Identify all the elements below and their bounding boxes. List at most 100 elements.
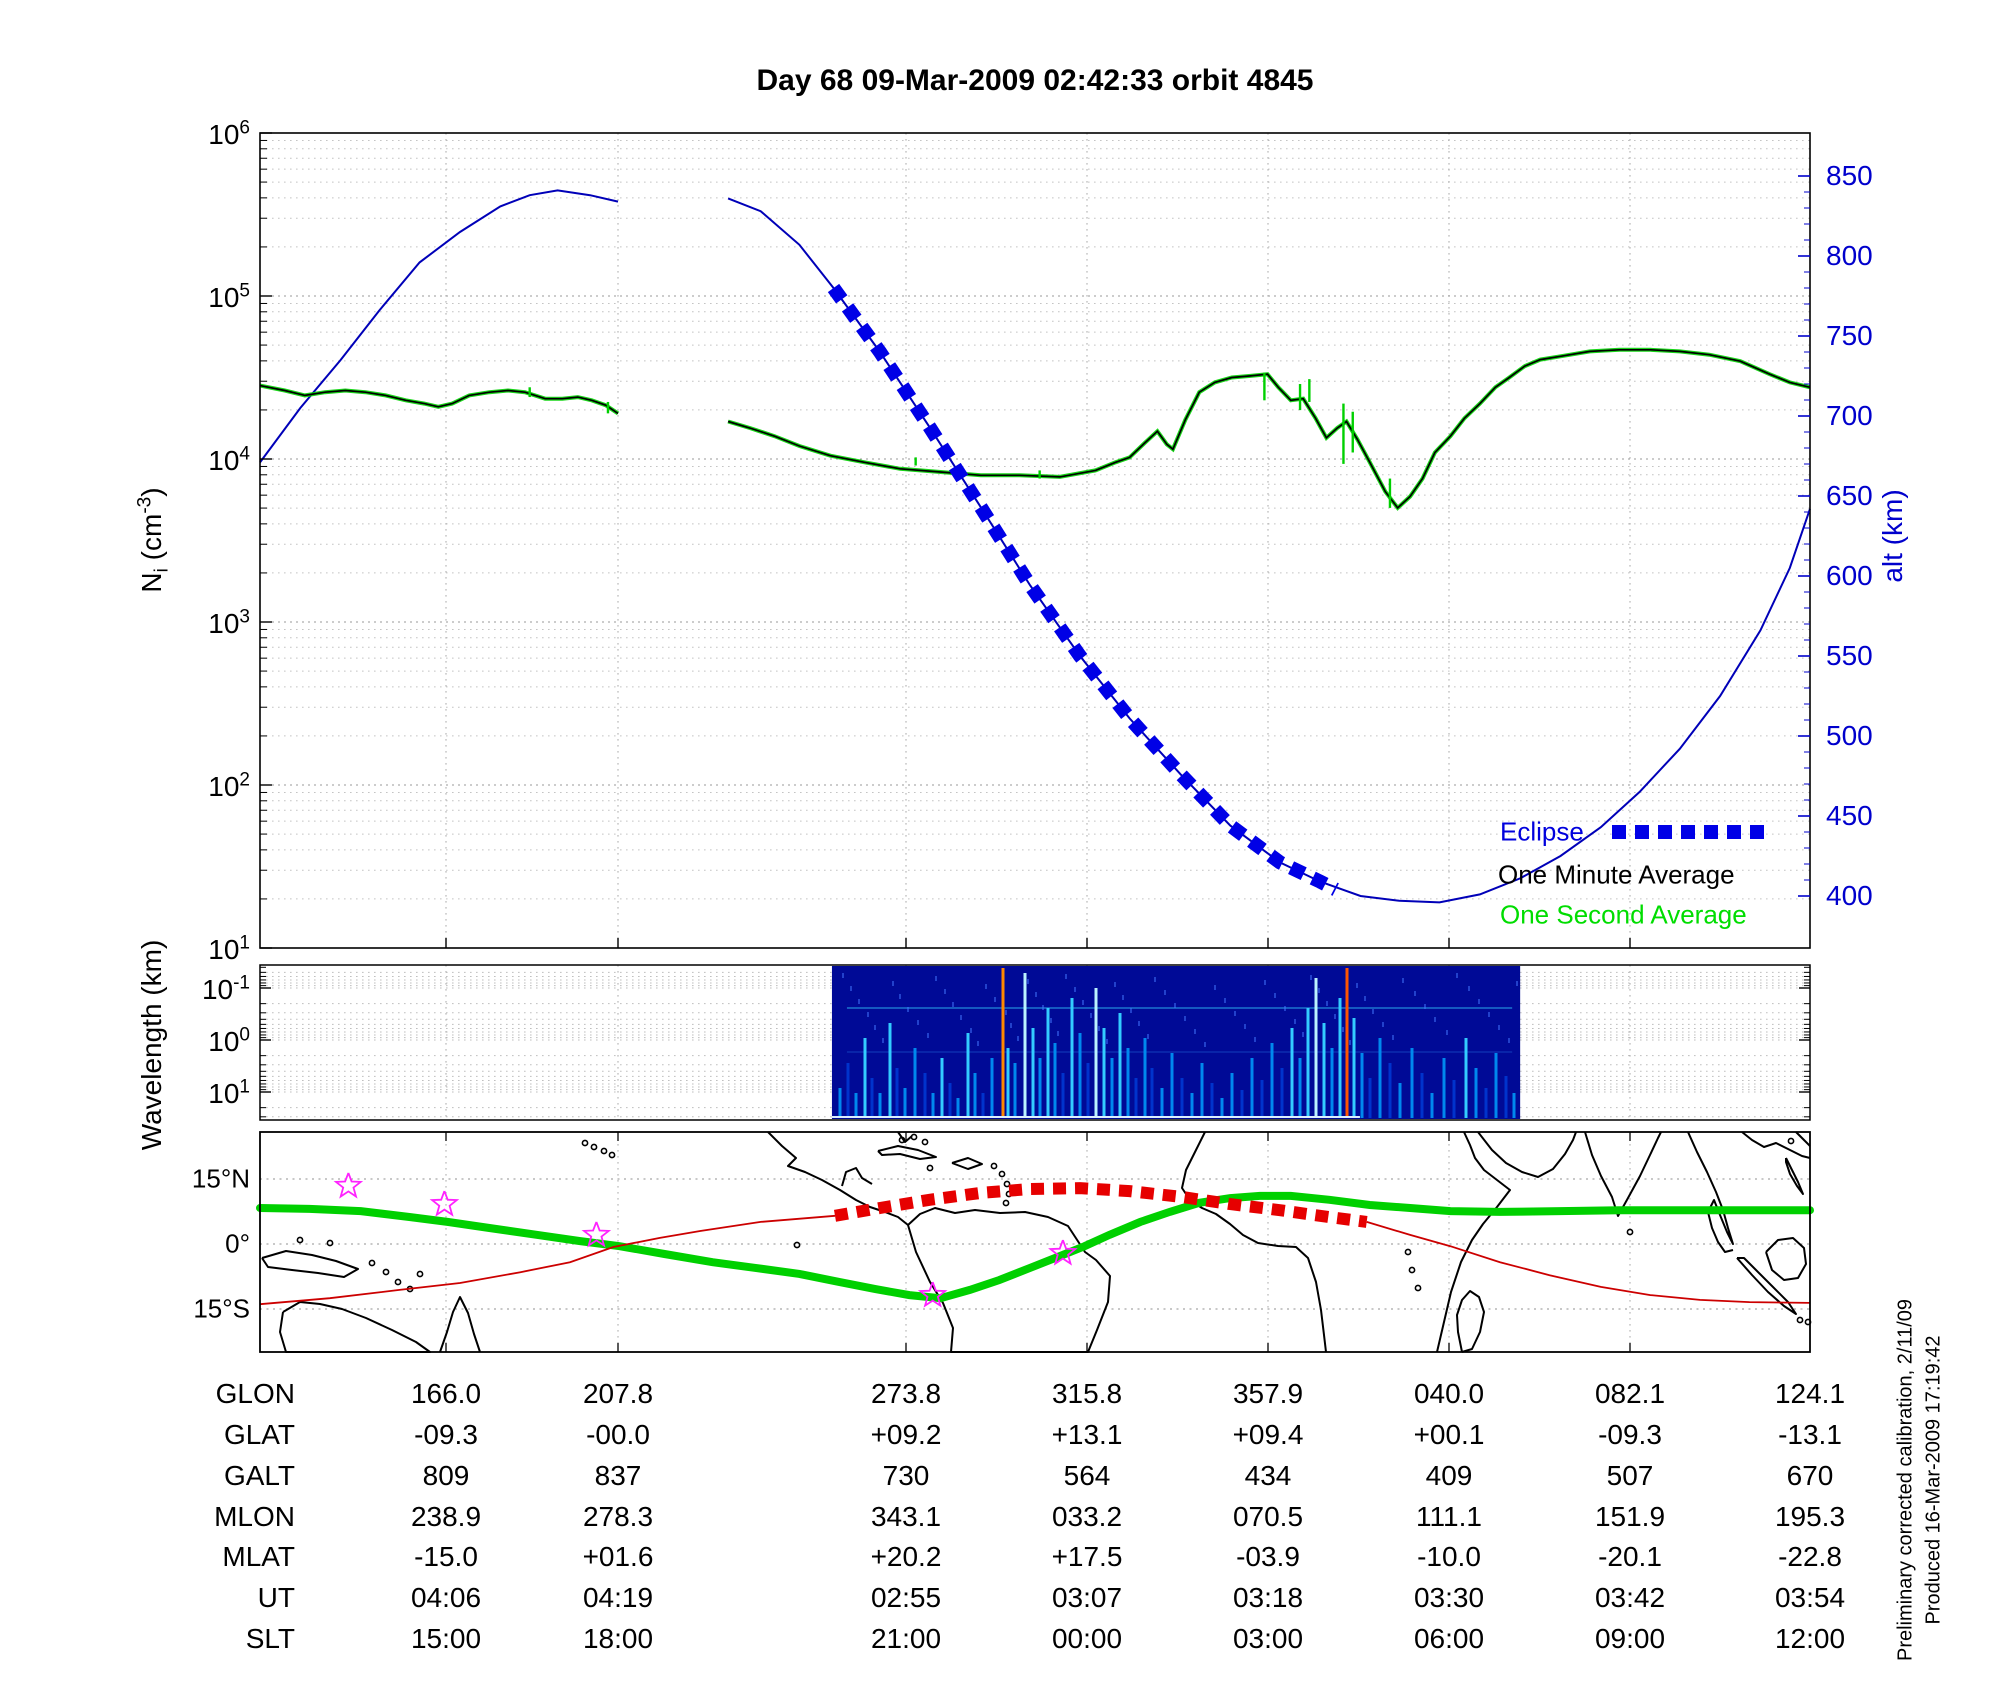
footer-calibration-note: Preliminary corrected calibration, 2/11/… (1894, 1298, 1917, 1662)
island-dot (600, 1147, 608, 1155)
top-plot-frame (259, 132, 1811, 949)
table-row-label-ut: UT (257, 1582, 295, 1613)
coastline (951, 1157, 983, 1170)
table-cell-glon-1: 207.8 (582, 1378, 654, 1409)
island-dot (921, 1138, 929, 1146)
coastline (1436, 1131, 1511, 1353)
spectrogram-speckle (1424, 1004, 1426, 1009)
spectrogram-speckle (1090, 1013, 1092, 1018)
coastline (1765, 1237, 1807, 1281)
legend-one-second-average: One Second Average (1500, 899, 1747, 930)
spectrogram-speckle (892, 981, 894, 986)
table-cell-glon-0: 166.0 (410, 1378, 482, 1409)
island-dot (926, 1164, 934, 1172)
island-dot (608, 1151, 616, 1159)
spectrogram-frame (259, 964, 1811, 1121)
table-cell-mlat-6: -20.1 (1598, 1541, 1662, 1572)
island-dot (581, 1139, 589, 1147)
island-dot (910, 1133, 918, 1141)
table-cell-mlon-2: 343.1 (870, 1501, 942, 1532)
table-cell-mlat-1: +01.6 (582, 1541, 654, 1572)
table-cell-mlat-2: +20.2 (870, 1541, 942, 1572)
island-dot (368, 1259, 376, 1267)
table-cell-ut-7: 03:54 (1774, 1582, 1846, 1613)
coastline (261, 1250, 359, 1278)
wavelength-spectrogram (259, 964, 1811, 1121)
map-frame (259, 1131, 1811, 1353)
ytick-alt-750: 750 (1826, 320, 1873, 351)
coastline (1741, 1131, 1811, 1159)
ytick-wavelength-10e0: 100 (208, 1024, 250, 1057)
ytick-density-10e2: 102 (208, 769, 250, 802)
spectrogram-speckle (1130, 1008, 1132, 1013)
coastline (1736, 1257, 1797, 1315)
spectrogram-speckle (1174, 1003, 1176, 1008)
spectrogram-speckle (1138, 1021, 1140, 1026)
spectrogram-speckle (907, 1007, 909, 1012)
spectrogram-speckle (1057, 1031, 1059, 1036)
spectrogram-speckle (1017, 1036, 1019, 1041)
spectrogram-speckle (1074, 987, 1076, 992)
table-cell-glat-3: +13.1 (1051, 1419, 1123, 1450)
altitude-curve-seg2 (727, 197, 1811, 904)
table-cell-ut-1: 04:19 (582, 1582, 654, 1613)
spectrogram-speckle (1234, 1011, 1236, 1016)
one-minute-average-curve (727, 348, 1811, 510)
ytick-density-10e4: 104 (208, 443, 250, 476)
ytick-alt-700: 700 (1826, 400, 1873, 431)
island-dot (326, 1239, 334, 1247)
spectrogram-speckle (1372, 1009, 1374, 1014)
spectrogram-speckle (1050, 1018, 1052, 1023)
table-cell-slt-4: 03:00 (1232, 1623, 1304, 1654)
table-cell-galt-4: 434 (1244, 1460, 1292, 1491)
spectrogram-speckle (1488, 1012, 1490, 1017)
ground-track-map (256, 1131, 1814, 1353)
spectrogram-speckle (927, 1033, 929, 1038)
ytick-alt-500: 500 (1826, 720, 1873, 751)
ground-track-thin-east (1366, 1221, 1811, 1304)
spectrogram-speckle (1364, 996, 1366, 1001)
table-cell-galt-6: 507 (1606, 1460, 1654, 1491)
coastline (907, 1207, 1111, 1353)
ytick-alt-450: 450 (1826, 800, 1873, 831)
coastline (1477, 1131, 1577, 1178)
one-minute-average-curve (259, 384, 619, 415)
table-cell-galt-7: 670 (1786, 1460, 1834, 1491)
plot-title: Day 68 09-Mar-2009 02:42:33 orbit 4845 (756, 64, 1314, 97)
map-lat-label-15°S: 15°S (193, 1293, 250, 1324)
island-dot (1002, 1199, 1010, 1207)
spectrogram-speckle (985, 984, 987, 989)
table-cell-slt-3: 00:00 (1051, 1623, 1123, 1654)
island-dot (990, 1162, 998, 1170)
spectrogram-speckle (1204, 1042, 1206, 1047)
spectrogram-speckle (935, 976, 937, 981)
table-cell-mlon-7: 195.3 (1774, 1501, 1846, 1532)
spectrogram-speckle (1098, 1026, 1100, 1031)
spectrogram-speckle (960, 1015, 962, 1020)
ytick-density-10e5: 105 (208, 280, 250, 313)
station-star-marker (429, 1190, 460, 1217)
one-second-average-curve (259, 383, 620, 416)
map-lat-label-0°: 0° (225, 1228, 250, 1259)
island-dot (590, 1143, 598, 1151)
coastline (439, 1296, 481, 1353)
island-dot (1404, 1248, 1412, 1256)
table-cell-glon-7: 124.1 (1774, 1378, 1846, 1409)
y-axis-label-density: Ni (cm-3) (134, 487, 173, 593)
spectrogram-speckle (867, 1012, 869, 1017)
spectrogram-speckle (1264, 980, 1266, 985)
spectrogram-block (831, 966, 1521, 1119)
spectrogram-speckle (1392, 1035, 1394, 1040)
spectrogram-speckle (952, 1002, 954, 1007)
spectrogram-speckle (1154, 977, 1156, 982)
density-altitude-plot (259, 132, 1811, 949)
island-dot (898, 1136, 906, 1144)
spectrogram-speckle (994, 997, 996, 1002)
island-dot (998, 1170, 1006, 1178)
ytick-alt-850: 850 (1826, 160, 1873, 191)
island-dot (793, 1241, 801, 1249)
table-cell-ut-2: 02:55 (870, 1582, 942, 1613)
spectrogram-speckle (1042, 1005, 1044, 1010)
spectrogram-speckle (858, 999, 860, 1004)
